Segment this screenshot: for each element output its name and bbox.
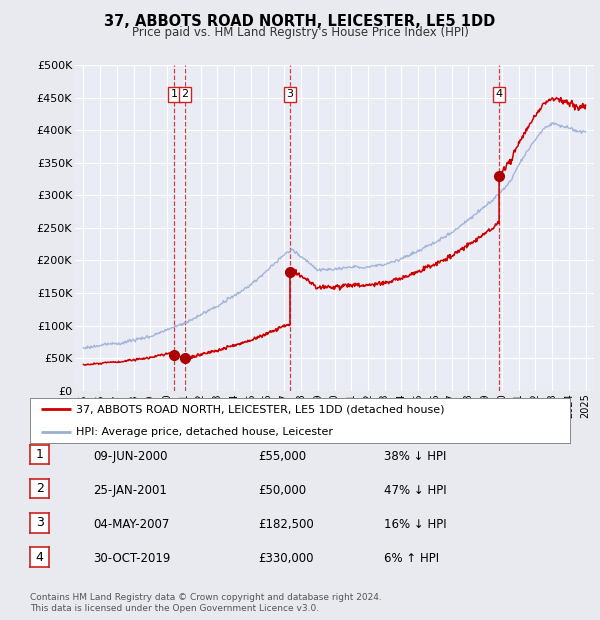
Text: HPI: Average price, detached house, Leicester: HPI: Average price, detached house, Leic… <box>76 427 333 437</box>
Text: 6% ↑ HPI: 6% ↑ HPI <box>384 552 439 565</box>
Text: 4: 4 <box>496 89 503 99</box>
Text: 16% ↓ HPI: 16% ↓ HPI <box>384 518 446 531</box>
Text: £55,000: £55,000 <box>258 450 306 463</box>
Text: 1: 1 <box>171 89 178 99</box>
Text: £182,500: £182,500 <box>258 518 314 531</box>
Text: £50,000: £50,000 <box>258 484 306 497</box>
Text: 2: 2 <box>181 89 188 99</box>
Text: 38% ↓ HPI: 38% ↓ HPI <box>384 450 446 463</box>
Text: 25-JAN-2001: 25-JAN-2001 <box>93 484 167 497</box>
Text: 1: 1 <box>35 448 44 461</box>
Text: 09-JUN-2000: 09-JUN-2000 <box>93 450 167 463</box>
Text: 37, ABBOTS ROAD NORTH, LEICESTER, LE5 1DD (detached house): 37, ABBOTS ROAD NORTH, LEICESTER, LE5 1D… <box>76 404 445 414</box>
Text: 4: 4 <box>35 551 44 564</box>
Text: Contains HM Land Registry data © Crown copyright and database right 2024.
This d: Contains HM Land Registry data © Crown c… <box>30 593 382 613</box>
Text: 30-OCT-2019: 30-OCT-2019 <box>93 552 170 565</box>
Text: 3: 3 <box>286 89 293 99</box>
Text: 3: 3 <box>35 516 44 529</box>
Text: 37, ABBOTS ROAD NORTH, LEICESTER, LE5 1DD: 37, ABBOTS ROAD NORTH, LEICESTER, LE5 1D… <box>104 14 496 29</box>
Text: 47% ↓ HPI: 47% ↓ HPI <box>384 484 446 497</box>
Text: Price paid vs. HM Land Registry's House Price Index (HPI): Price paid vs. HM Land Registry's House … <box>131 26 469 39</box>
Text: 04-MAY-2007: 04-MAY-2007 <box>93 518 169 531</box>
Text: £330,000: £330,000 <box>258 552 314 565</box>
Text: 2: 2 <box>35 482 44 495</box>
